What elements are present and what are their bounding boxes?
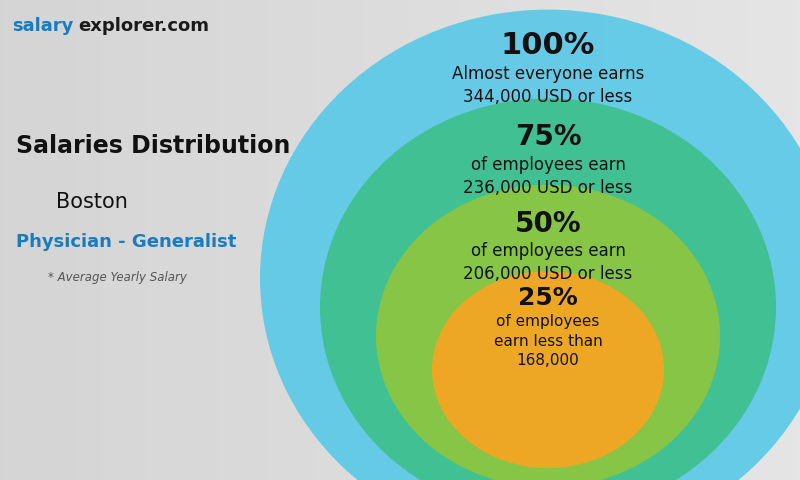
Ellipse shape (432, 271, 664, 468)
Text: Salaries Distribution: Salaries Distribution (16, 134, 290, 158)
Text: Boston: Boston (56, 192, 128, 212)
Text: of employees earn
236,000 USD or less: of employees earn 236,000 USD or less (463, 156, 633, 197)
Text: 75%: 75% (514, 123, 582, 151)
Text: of employees
earn less than
168,000: of employees earn less than 168,000 (494, 314, 602, 368)
Text: Almost everyone earns
344,000 USD or less: Almost everyone earns 344,000 USD or les… (452, 65, 644, 106)
Text: of employees earn
206,000 USD or less: of employees earn 206,000 USD or less (463, 242, 633, 283)
Ellipse shape (320, 98, 776, 480)
Text: 50%: 50% (514, 210, 582, 238)
Text: 25%: 25% (518, 286, 578, 310)
Text: Physician - Generalist: Physician - Generalist (16, 233, 236, 251)
Ellipse shape (260, 10, 800, 480)
Text: salary: salary (12, 17, 74, 35)
Text: * Average Yearly Salary: * Average Yearly Salary (48, 271, 187, 284)
Text: 100%: 100% (501, 31, 595, 60)
Ellipse shape (376, 185, 720, 480)
Text: explorer.com: explorer.com (78, 17, 210, 35)
